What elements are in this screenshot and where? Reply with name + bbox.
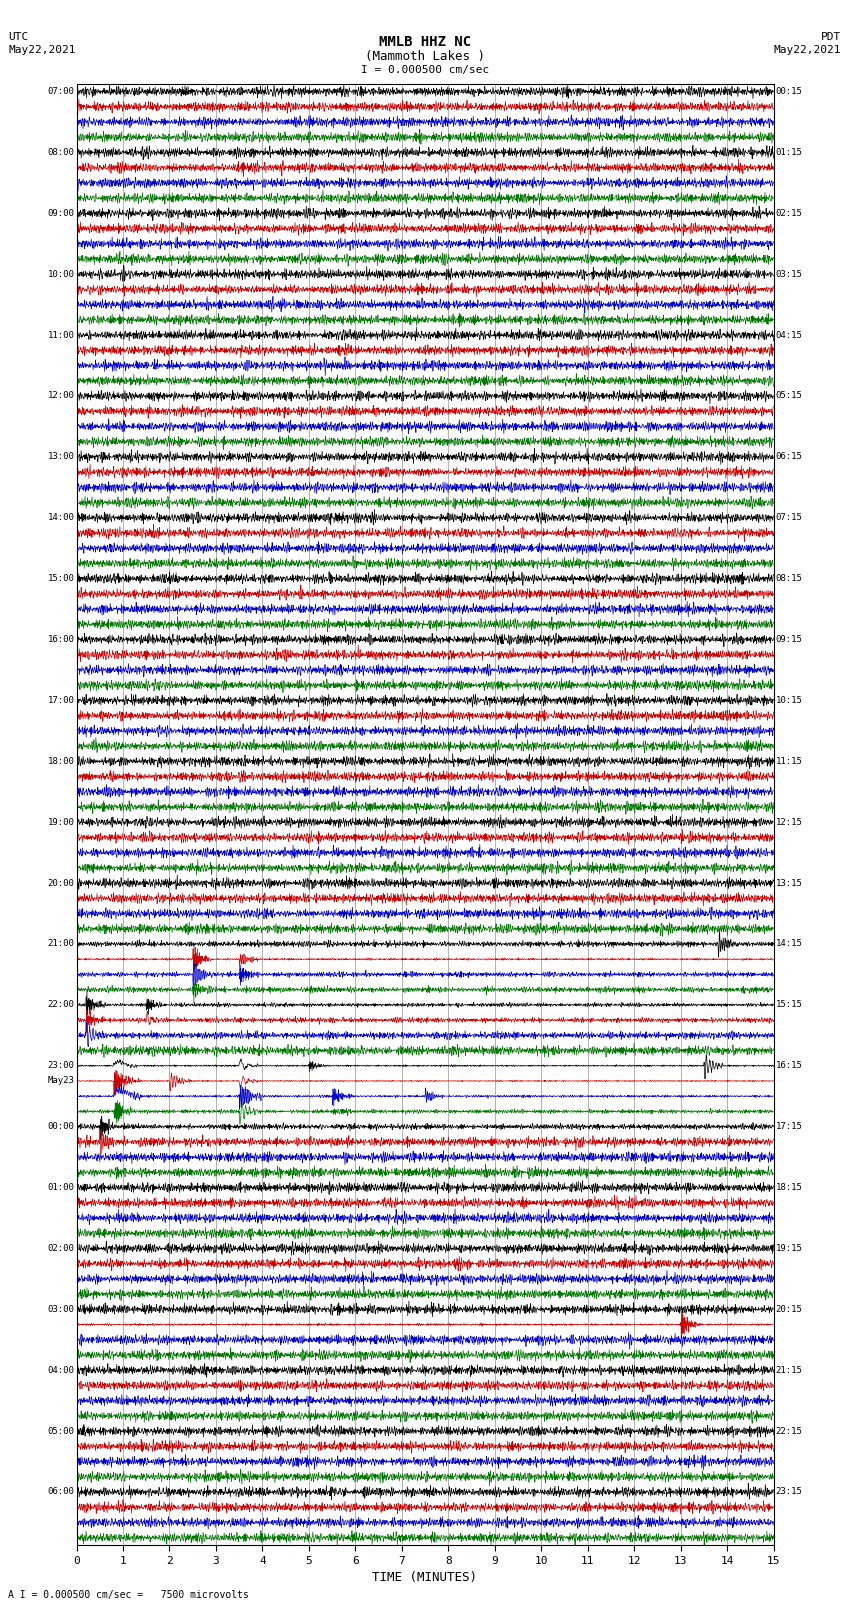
X-axis label: TIME (MINUTES): TIME (MINUTES) (372, 1571, 478, 1584)
Text: MMLB HHZ NC: MMLB HHZ NC (379, 35, 471, 50)
Text: 03:15: 03:15 (775, 269, 802, 279)
Text: 07:15: 07:15 (775, 513, 802, 523)
Text: 17:15: 17:15 (775, 1123, 802, 1131)
Text: I = 0.000500 cm/sec: I = 0.000500 cm/sec (361, 65, 489, 74)
Text: 01:15: 01:15 (775, 148, 802, 156)
Text: 16:00: 16:00 (48, 636, 75, 644)
Text: 18:00: 18:00 (48, 756, 75, 766)
Text: 22:15: 22:15 (775, 1426, 802, 1436)
Text: 08:15: 08:15 (775, 574, 802, 584)
Text: 20:15: 20:15 (775, 1305, 802, 1315)
Text: (Mammoth Lakes ): (Mammoth Lakes ) (365, 50, 485, 63)
Text: 08:00: 08:00 (48, 148, 75, 156)
Text: 13:00: 13:00 (48, 452, 75, 461)
Text: 21:15: 21:15 (775, 1366, 802, 1374)
Text: PDT: PDT (821, 32, 842, 42)
Text: 15:00: 15:00 (48, 574, 75, 584)
Text: 02:00: 02:00 (48, 1244, 75, 1253)
Text: 06:00: 06:00 (48, 1487, 75, 1497)
Text: May22,2021: May22,2021 (774, 45, 842, 55)
Text: 15:15: 15:15 (775, 1000, 802, 1010)
Text: 17:00: 17:00 (48, 695, 75, 705)
Text: 10:15: 10:15 (775, 695, 802, 705)
Text: 12:15: 12:15 (775, 818, 802, 827)
Text: 16:15: 16:15 (775, 1061, 802, 1071)
Text: 11:15: 11:15 (775, 756, 802, 766)
Text: 09:15: 09:15 (775, 636, 802, 644)
Text: 21:00: 21:00 (48, 939, 75, 948)
Text: 10:00: 10:00 (48, 269, 75, 279)
Text: 07:00: 07:00 (48, 87, 75, 97)
Text: 05:00: 05:00 (48, 1426, 75, 1436)
Text: 22:00: 22:00 (48, 1000, 75, 1010)
Text: 12:00: 12:00 (48, 392, 75, 400)
Text: 00:15: 00:15 (775, 87, 802, 97)
Text: 00:00: 00:00 (48, 1123, 75, 1131)
Text: 05:15: 05:15 (775, 392, 802, 400)
Text: 19:00: 19:00 (48, 818, 75, 827)
Text: 04:00: 04:00 (48, 1366, 75, 1374)
Text: A I = 0.000500 cm/sec =   7500 microvolts: A I = 0.000500 cm/sec = 7500 microvolts (8, 1590, 249, 1600)
Text: May23: May23 (48, 1076, 75, 1086)
Text: UTC: UTC (8, 32, 29, 42)
Text: 01:00: 01:00 (48, 1182, 75, 1192)
Text: 02:15: 02:15 (775, 208, 802, 218)
Text: 09:00: 09:00 (48, 208, 75, 218)
Text: 13:15: 13:15 (775, 879, 802, 887)
Text: 23:00: 23:00 (48, 1061, 75, 1071)
Text: May22,2021: May22,2021 (8, 45, 76, 55)
Text: 14:00: 14:00 (48, 513, 75, 523)
Text: 18:15: 18:15 (775, 1182, 802, 1192)
Text: 19:15: 19:15 (775, 1244, 802, 1253)
Text: 14:15: 14:15 (775, 939, 802, 948)
Text: 23:15: 23:15 (775, 1487, 802, 1497)
Text: 04:15: 04:15 (775, 331, 802, 340)
Text: 06:15: 06:15 (775, 452, 802, 461)
Text: 11:00: 11:00 (48, 331, 75, 340)
Text: 20:00: 20:00 (48, 879, 75, 887)
Text: 03:00: 03:00 (48, 1305, 75, 1315)
